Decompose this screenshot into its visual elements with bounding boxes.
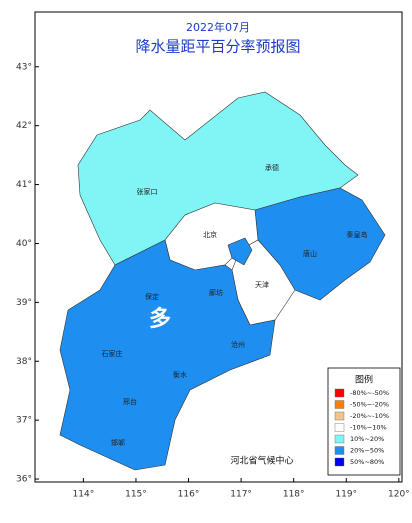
city-label: 唐山 <box>303 249 317 258</box>
legend-items: -80%~-50% -50%~-20% -20%~-10% -10%~10% 10%~2… <box>334 388 389 467</box>
x-tick-label: 118° <box>283 490 305 500</box>
city-label: 衡水 <box>173 370 187 379</box>
title: 2022年07月 <box>186 20 250 34</box>
annotation: 多 <box>149 306 171 332</box>
legend-label: -80%~-50% <box>350 389 389 397</box>
subtitle: 降水量距平百分率预报图 <box>135 38 300 56</box>
regions <box>59 91 386 471</box>
legend-label: -10%~10% <box>350 424 387 432</box>
x-tick-label: 116° <box>178 490 200 500</box>
city-label: 北京 <box>203 230 217 239</box>
y-tick-label: 41° <box>16 180 32 190</box>
legend-title: 图例 <box>355 374 373 386</box>
legend-label: -20%~-10% <box>350 412 389 420</box>
y-tick-label: 39° <box>16 298 32 308</box>
x-tick-label: 117° <box>230 490 252 500</box>
legend-swatch <box>334 400 345 409</box>
legend-label: -50%~-20% <box>350 401 389 409</box>
city-label: 邢台 <box>123 397 137 406</box>
legend-swatch <box>334 388 345 398</box>
city-labels: 张家口 承德 北京 天津 唐山 秦皇岛 保定 廊坊 沧州 石家庄 衡水 邢台 邯… <box>102 163 368 447</box>
city-label: 天津 <box>255 281 269 289</box>
legend-box <box>327 367 401 476</box>
city-label: 保定 <box>145 292 159 301</box>
y-tick-label: 36° <box>16 475 32 485</box>
y-tick-label: 43° <box>16 62 32 72</box>
legend-swatch <box>334 446 345 455</box>
x-tick-label: 115° <box>125 490 147 500</box>
x-tick-label: 120° <box>388 490 410 500</box>
x-tick-label: 119° <box>335 490 357 500</box>
legend-swatch <box>334 434 345 444</box>
region-south <box>59 239 276 471</box>
legend-swatch <box>334 411 345 421</box>
legend-swatch <box>334 423 345 432</box>
legend-label: 20%~50% <box>350 447 384 455</box>
x-tick-label: 114° <box>73 490 95 500</box>
legend-label: 10%~20% <box>350 435 384 443</box>
y-tick-label: 42° <box>16 121 32 131</box>
y-tick-label: 40° <box>16 239 32 249</box>
footer: 河北省气候中心 <box>230 455 293 467</box>
y-tick-label: 37° <box>16 416 32 426</box>
city-label: 廊坊 <box>209 288 223 297</box>
legend-label: 50%~80% <box>350 458 384 466</box>
city-label: 石家庄 <box>102 349 123 358</box>
city-label: 邯郸 <box>111 438 125 447</box>
city-label: 张家口 <box>137 187 158 196</box>
city-label: 秦皇岛 <box>347 230 368 239</box>
region-sanhe <box>227 237 253 266</box>
axes: 114° 115° 116° 117° 118° 119° 120° 36° 37° 38° 39°… <box>16 62 410 499</box>
y-tick-label: 38° <box>16 357 32 367</box>
city-label: 承德 <box>265 163 279 172</box>
city-label: 沧州 <box>231 340 245 349</box>
legend-swatch <box>334 457 345 467</box>
